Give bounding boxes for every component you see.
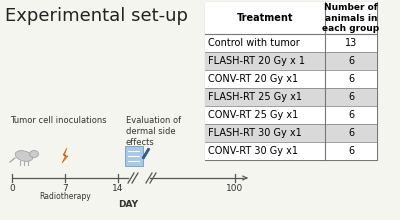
Ellipse shape xyxy=(30,150,38,158)
Text: 13: 13 xyxy=(345,38,357,48)
Text: 6: 6 xyxy=(348,128,354,138)
Bar xyxy=(205,70,377,88)
Text: FLASH-RT 30 Gy x1: FLASH-RT 30 Gy x1 xyxy=(208,128,302,138)
Bar xyxy=(205,2,377,160)
Text: CONV-RT 25 Gy x1: CONV-RT 25 Gy x1 xyxy=(208,110,298,120)
Text: FLASH-RT 20 Gy x 1: FLASH-RT 20 Gy x 1 xyxy=(208,56,305,66)
Text: Evaluation of
dermal side
effects: Evaluation of dermal side effects xyxy=(126,116,181,147)
Text: 100: 100 xyxy=(226,184,244,193)
Bar xyxy=(205,34,377,52)
Text: FLASH-RT 25 Gy x1: FLASH-RT 25 Gy x1 xyxy=(208,92,302,102)
Text: Treatment: Treatment xyxy=(237,13,293,23)
Bar xyxy=(205,52,377,70)
Text: Experimental set-up: Experimental set-up xyxy=(5,7,188,25)
Text: 7: 7 xyxy=(62,184,68,193)
Text: 6: 6 xyxy=(348,146,354,156)
Text: CONV-RT 30 Gy x1: CONV-RT 30 Gy x1 xyxy=(208,146,298,156)
Bar xyxy=(205,88,377,106)
Text: DAY: DAY xyxy=(118,200,138,209)
Polygon shape xyxy=(62,148,68,163)
Bar xyxy=(205,106,377,124)
Text: Number of
animals in
each group: Number of animals in each group xyxy=(322,3,380,33)
Polygon shape xyxy=(142,148,150,159)
Text: Radiotherapy: Radiotherapy xyxy=(39,192,91,201)
Bar xyxy=(205,124,377,142)
Text: 6: 6 xyxy=(348,92,354,102)
Text: 6: 6 xyxy=(348,74,354,84)
Text: CONV-RT 20 Gy x1: CONV-RT 20 Gy x1 xyxy=(208,74,298,84)
Text: 0: 0 xyxy=(9,184,15,193)
Bar xyxy=(205,142,377,160)
FancyBboxPatch shape xyxy=(125,146,143,166)
Text: Control with tumor: Control with tumor xyxy=(208,38,300,48)
Text: Tumor cell inoculations: Tumor cell inoculations xyxy=(10,116,107,125)
Text: 6: 6 xyxy=(348,110,354,120)
Bar xyxy=(205,2,377,34)
Text: 6: 6 xyxy=(348,56,354,66)
Ellipse shape xyxy=(15,151,33,161)
Text: 14: 14 xyxy=(112,184,124,193)
